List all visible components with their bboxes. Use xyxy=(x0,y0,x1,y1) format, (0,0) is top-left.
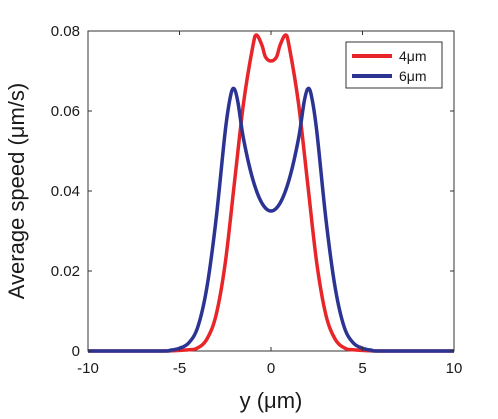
y-tick-label: 0.08 xyxy=(51,23,80,40)
x-tick-label: 0 xyxy=(267,360,275,377)
series-line-4um xyxy=(87,33,454,353)
y-tick-label: 0.06 xyxy=(51,103,80,120)
y-tick-label: 0.04 xyxy=(51,183,80,200)
x-axis-ticks: -10 -5 0 5 10 xyxy=(77,31,462,377)
y-tick-label: 0 xyxy=(72,343,80,360)
x-axis-label: y (μm) xyxy=(240,388,303,413)
x-tick-label: 5 xyxy=(358,360,366,377)
legend-box xyxy=(345,41,443,89)
x-tick-label: -5 xyxy=(173,360,186,377)
x-tick-label: -10 xyxy=(77,360,99,377)
series-line-6um xyxy=(87,86,454,353)
x-tick-label: 10 xyxy=(446,360,463,377)
legend-label-4um: 4μm xyxy=(399,48,427,64)
series-layer xyxy=(87,33,454,353)
y-axis-ticks: 0 0.02 0.04 0.06 0.08 xyxy=(51,23,454,360)
legend-label-6um: 6μm xyxy=(399,68,427,84)
y-tick-label: 0.02 xyxy=(51,263,80,280)
legend: 4μm 6μm xyxy=(345,41,443,89)
y-axis-label: Average speed (μm/s) xyxy=(4,83,29,299)
